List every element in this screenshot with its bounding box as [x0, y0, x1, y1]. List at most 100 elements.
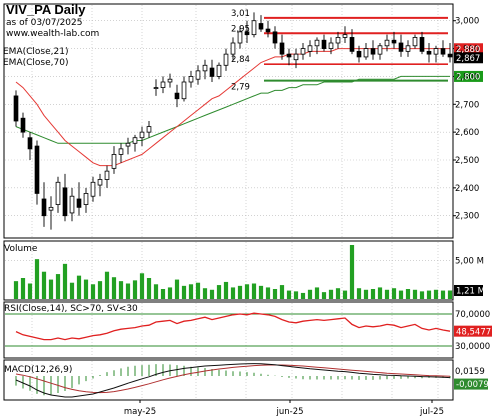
- volume-bar: [34, 259, 40, 299]
- level-label: 3,01: [231, 9, 250, 19]
- candle-body: [69, 195, 75, 214]
- candle-body: [286, 53, 292, 58]
- candle-body: [202, 64, 208, 72]
- price-tag-bg-ema21: [454, 43, 483, 55]
- candle-body: [279, 42, 285, 55]
- candle-body: [363, 48, 369, 58]
- candle-body: [139, 131, 145, 139]
- volume-bar: [251, 283, 257, 299]
- y-tick-label: 2,300: [455, 212, 479, 222]
- candle-body: [181, 81, 187, 100]
- volume-bar: [349, 245, 355, 299]
- candle-body: [167, 78, 173, 83]
- volume-bar: [188, 284, 194, 299]
- level-label: 2,95: [231, 24, 250, 34]
- volume-bar: [314, 287, 320, 299]
- candle-body: [97, 179, 103, 186]
- candle-body: [132, 137, 138, 144]
- candle-body: [20, 117, 26, 133]
- price-tag-ema21: 2,880: [456, 45, 480, 55]
- volume-bar: [97, 281, 103, 299]
- candle-body: [314, 39, 320, 47]
- candle-body: [293, 53, 299, 61]
- candle-body: [307, 45, 313, 52]
- candle-body: [426, 50, 432, 55]
- candle-body: [27, 137, 33, 150]
- volume-bar: [62, 263, 68, 299]
- candle-body: [370, 48, 376, 55]
- site-watermark: www.wealth-lab.com: [6, 29, 99, 39]
- macd-last-tag: -0,0079: [456, 380, 489, 390]
- candle-body: [104, 170, 110, 180]
- candle-body: [153, 87, 159, 89]
- candle-body: [405, 45, 411, 52]
- volume-last-tag: 1,21 M: [456, 287, 485, 297]
- candle-body: [398, 42, 404, 52]
- volume-bar: [419, 291, 425, 299]
- candle-body: [83, 193, 89, 205]
- volume-bar: [174, 279, 180, 299]
- candle-body: [13, 95, 19, 122]
- candle-body: [111, 154, 117, 169]
- candle-body: [342, 34, 348, 38]
- x-label-jun: jun-25: [275, 407, 303, 417]
- candle-body: [265, 28, 271, 33]
- volume-bar: [363, 289, 369, 299]
- candle-body: [90, 181, 96, 197]
- volume-bar: [69, 282, 75, 299]
- candle-body: [412, 37, 418, 47]
- candle-body: [244, 31, 250, 36]
- legend-ema21: EMA(Close,21): [3, 47, 68, 57]
- volume-bar: [76, 275, 82, 299]
- volume-bar: [209, 289, 215, 299]
- volume-bar: [83, 279, 89, 299]
- candle-body: [188, 76, 194, 83]
- volume-bar: [384, 289, 390, 299]
- volume-bar: [195, 282, 201, 299]
- volume-bar: [447, 290, 453, 299]
- volume-bar: [370, 289, 376, 299]
- ema70-line: [15, 75, 450, 144]
- volume-bar: [132, 280, 138, 299]
- y-tick-label: 2,800: [455, 72, 479, 82]
- volume-bar: [342, 290, 348, 299]
- rsi-line: [15, 312, 451, 341]
- candle-body: [440, 48, 446, 55]
- volume-bar: [405, 289, 411, 299]
- volume-bar: [377, 287, 383, 299]
- candle-body: [62, 187, 68, 217]
- y-tick-label: 2,500: [455, 156, 479, 166]
- volume-bar: [279, 285, 285, 299]
- volume-bar: [216, 285, 222, 299]
- volume-bar: [230, 287, 236, 299]
- candle-body: [160, 81, 166, 88]
- volume-bar: [41, 271, 47, 299]
- legend-ema70: EMA(Close,70): [3, 58, 68, 68]
- candle-body: [146, 126, 152, 133]
- y-tick-label: 2,900: [455, 45, 479, 55]
- y-tick-label: 2,400: [455, 184, 479, 194]
- candle-body: [419, 37, 425, 52]
- volume-bar: [125, 283, 131, 299]
- rsi-y-label: 30,0000: [455, 342, 490, 352]
- price-tag-bg-last: [454, 52, 483, 64]
- volume-bar: [265, 287, 271, 299]
- volume-bar: [20, 278, 26, 299]
- volume-bar: [153, 284, 159, 299]
- y-tick-label: 2,600: [455, 128, 479, 138]
- volume-bar: [48, 279, 54, 299]
- volume-bar: [300, 292, 306, 299]
- volume-bar: [426, 290, 432, 299]
- pane-frame-rsi: [3, 301, 454, 359]
- macd-last-tag-bg: [454, 378, 488, 390]
- volume-bar: [181, 285, 187, 299]
- candle-body: [195, 70, 201, 80]
- candle-body: [118, 148, 124, 155]
- candle-body: [216, 64, 222, 77]
- candle-body: [230, 42, 236, 55]
- volume-bar: [118, 281, 124, 299]
- macd-line: [15, 363, 451, 398]
- volume-bar: [244, 284, 250, 299]
